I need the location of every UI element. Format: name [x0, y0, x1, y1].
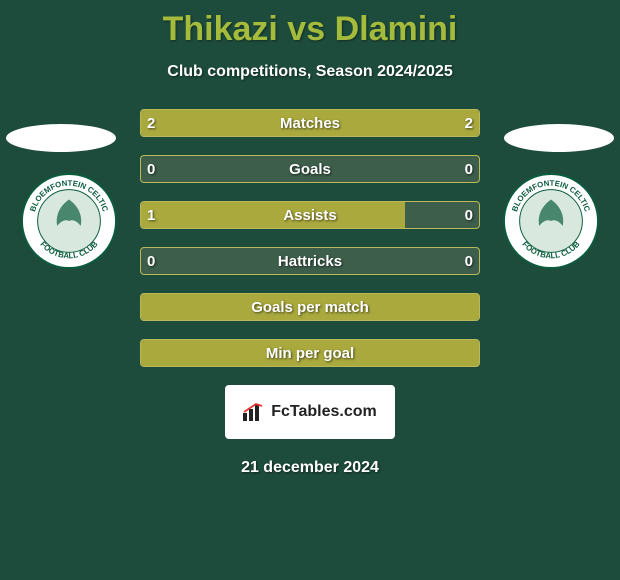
- right-ellipse: [504, 124, 614, 152]
- stat-row: Min per goal: [140, 339, 480, 367]
- left-club-badge: BLOEMFONTEIN CELTIC FOOTBALL CLUB: [20, 172, 118, 270]
- left-ellipse: [6, 124, 116, 152]
- brand-box[interactable]: FcTables.com: [225, 385, 395, 439]
- stat-row: Goals per match: [140, 293, 480, 321]
- stat-row: 00Hattricks: [140, 247, 480, 275]
- stat-label: Goals: [141, 156, 479, 182]
- page-title: Thikazi vs Dlamini: [0, 0, 620, 49]
- stat-row: 10Assists: [140, 201, 480, 229]
- brand-label: FcTables.com: [271, 403, 377, 421]
- stat-row: 22Matches: [140, 109, 480, 137]
- stat-label: Matches: [141, 110, 479, 136]
- stat-row: 00Goals: [140, 155, 480, 183]
- stat-label: Assists: [141, 202, 479, 228]
- stat-label: Min per goal: [141, 340, 479, 366]
- stat-label: Hattricks: [141, 248, 479, 274]
- chart-icon: [243, 403, 267, 421]
- stat-label: Goals per match: [141, 294, 479, 320]
- stats-panel: 22Matches 00Goals 10Assists 00Hattricks Goal…: [140, 109, 480, 367]
- page-subtitle: Club competitions, Season 2024/2025: [0, 63, 620, 81]
- date-label: 21 december 2024: [0, 459, 620, 477]
- right-club-badge: BLOEMFONTEIN CELTIC FOOTBALL CLUB: [502, 172, 600, 270]
